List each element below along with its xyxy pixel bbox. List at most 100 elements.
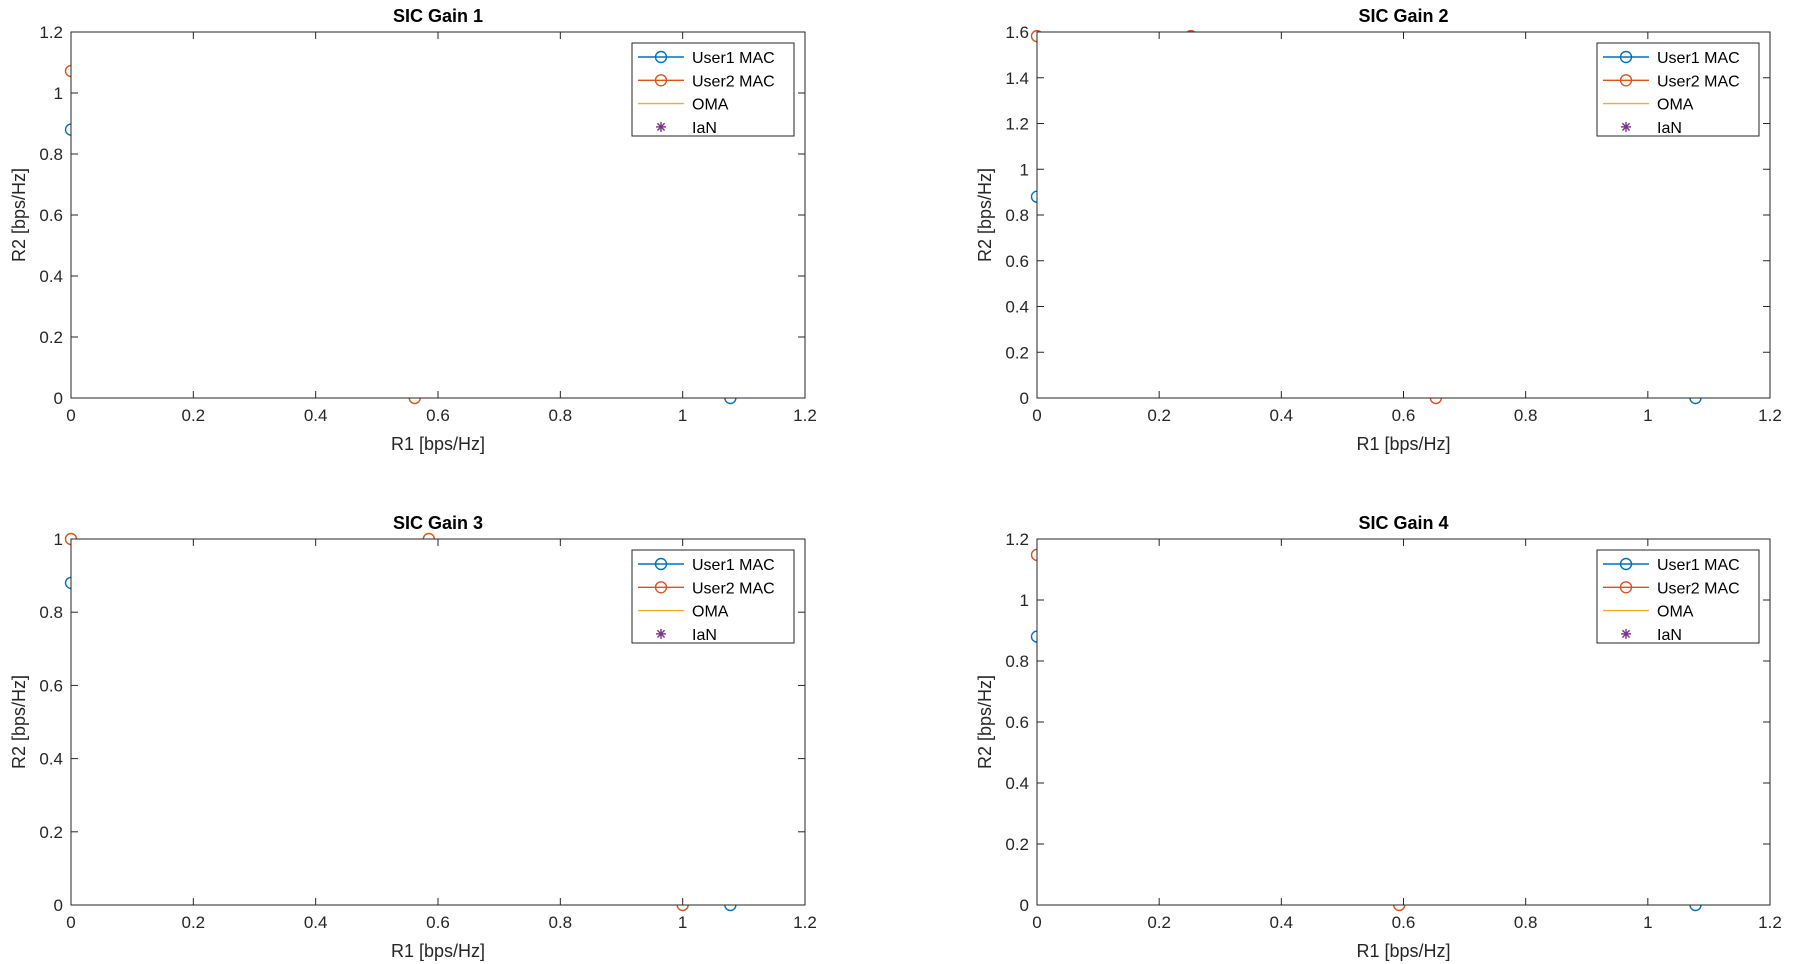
x-tick-label: 0.8: [549, 406, 573, 425]
y-tick-label: 0: [1020, 896, 1029, 915]
legend-key: [638, 581, 684, 594]
legend-box: [631, 42, 795, 137]
legend: User1 MAC User2 MAC OMA IaN: [631, 549, 795, 644]
legend-label: User1 MAC: [1657, 557, 1740, 574]
legend-label: IaN: [1657, 120, 1682, 137]
y-tick-label: 0: [54, 896, 63, 915]
legend-box: [631, 549, 795, 644]
legend-label: User1 MAC: [1657, 50, 1740, 67]
legend-key: [1603, 581, 1649, 594]
y-tick-label: 1.4: [1005, 69, 1029, 88]
x-tick-label: 0.2: [1147, 913, 1171, 932]
legend-key: [638, 50, 684, 64]
y-tick-label: 0.6: [39, 676, 63, 695]
y-tick-label: 0.2: [39, 823, 63, 842]
legend: User1 MAC User2 MAC OMA IaN: [1596, 42, 1760, 137]
chart-2: 0 0.2 0.4 0.6 0.8 1 1.2 0 0.2 0.4 0.6 0.8 1 1.2 1.4 1.6…: [975, 6, 1782, 454]
y-tick-label: 0.8: [1005, 652, 1029, 671]
x-axis-label: R1 [bps/Hz]: [1356, 434, 1450, 454]
legend-box: [1596, 549, 1760, 644]
y-tick-label: 0.6: [1005, 713, 1029, 732]
y-tick-label: 0: [1020, 389, 1029, 408]
legend-label: OMA: [692, 604, 729, 621]
y-tick-label: 1.2: [39, 23, 63, 42]
y-tick-label: 0.8: [39, 145, 63, 164]
x-tick-label: 0.4: [1270, 406, 1294, 425]
legend-label: OMA: [1657, 97, 1694, 114]
x-tick-label: 1: [678, 913, 687, 932]
y-axis-label: R2 [bps/Hz]: [975, 168, 995, 262]
x-tick-label: 0.6: [1392, 913, 1416, 932]
legend-label: IaN: [1657, 627, 1682, 644]
x-tick-label: 0.4: [304, 913, 328, 932]
legend-label: OMA: [1657, 604, 1694, 621]
x-tick-label: 0.2: [182, 406, 206, 425]
x-tick-label: 1.2: [1758, 913, 1782, 932]
chart-title: SIC Gain 2: [1358, 6, 1448, 26]
x-tick-label: 0.2: [182, 913, 206, 932]
x-tick-label: 0.8: [1514, 406, 1538, 425]
x-axis-label: R1 [bps/Hz]: [1356, 941, 1450, 961]
y-tick-label: 0.4: [1005, 774, 1029, 793]
legend-label: OMA: [692, 97, 729, 114]
x-tick-label: 0: [1032, 406, 1041, 425]
chart-3: 0 0.2 0.4 0.6 0.8 1 1.2 0 0.2 0.4 0.6 0.8 1 SIC Gain …: [9, 513, 817, 961]
y-axis-label: R2 [bps/Hz]: [9, 675, 29, 769]
y-tick-label: 1: [1020, 591, 1029, 610]
x-tick-label: 1: [1643, 406, 1652, 425]
x-tick-label: 0.2: [1147, 406, 1171, 425]
x-axis-label: R1 [bps/Hz]: [391, 941, 485, 961]
chart-1: 0 0.2 0.4 0.6 0.8 1 1.2 0 0.2 0.4 0.6 0.8 1 1.2 SIC Ga…: [9, 6, 817, 454]
x-tick-label: 0.6: [426, 913, 450, 932]
y-tick-label: 1.2: [1005, 115, 1029, 134]
legend-label: User1 MAC: [692, 50, 775, 67]
y-tick-label: 0.4: [39, 750, 63, 769]
y-tick-label: 0: [54, 389, 63, 408]
legend-key: [1621, 121, 1631, 132]
x-tick-label: 0.6: [426, 406, 450, 425]
x-tick-label: 0.6: [1392, 406, 1416, 425]
x-tick-label: 1: [678, 406, 687, 425]
legend-label: IaN: [692, 627, 717, 644]
y-tick-label: 0.4: [1005, 298, 1029, 317]
chart-title: SIC Gain 1: [393, 6, 483, 26]
y-tick-label: 0.2: [1005, 835, 1029, 854]
legend-key: [656, 628, 666, 639]
y-tick-label: 0.6: [39, 206, 63, 225]
y-tick-label: 0.2: [1005, 343, 1029, 362]
legend: User1 MAC User2 MAC OMA IaN: [1596, 549, 1760, 644]
legend-key: [638, 557, 684, 571]
legend-key: [1603, 74, 1649, 87]
legend-label: User2 MAC: [1657, 73, 1740, 90]
x-tick-label: 0: [66, 913, 75, 932]
y-axis-label: R2 [bps/Hz]: [9, 168, 29, 262]
y-tick-label: 1.2: [1005, 530, 1029, 549]
legend-label: IaN: [692, 120, 717, 137]
legend-key: [638, 74, 684, 87]
legend-label: User2 MAC: [692, 73, 775, 90]
y-tick-label: 1: [1020, 160, 1029, 179]
chart-title: SIC Gain 3: [393, 513, 483, 533]
y-tick-label: 1: [54, 530, 63, 549]
x-tick-label: 0: [1032, 913, 1041, 932]
x-tick-label: 0.4: [304, 406, 328, 425]
x-tick-label: 1.2: [793, 406, 817, 425]
legend-label: User2 MAC: [692, 580, 775, 597]
y-tick-label: 0.4: [39, 267, 63, 286]
y-tick-label: 0.8: [39, 603, 63, 622]
x-tick-label: 0.8: [549, 913, 573, 932]
chart-title: SIC Gain 4: [1358, 513, 1448, 533]
y-axis-label: R2 [bps/Hz]: [975, 675, 995, 769]
y-tick-label: 1.6: [1005, 23, 1029, 42]
y-tick-label: 0.6: [1005, 252, 1029, 271]
legend-key: [1621, 628, 1631, 639]
legend-key: [1603, 557, 1649, 571]
y-tick-label: 0.8: [1005, 206, 1029, 225]
legend-label: User2 MAC: [1657, 580, 1740, 597]
chart-4: 0 0.2 0.4 0.6 0.8 1 1.2 0 0.2 0.4 0.6 0.8 1 1.2 SIC Ga…: [975, 513, 1782, 961]
x-tick-label: 1.2: [793, 913, 817, 932]
x-axis-label: R1 [bps/Hz]: [391, 434, 485, 454]
x-tick-label: 0: [66, 406, 75, 425]
legend-label: User1 MAC: [692, 557, 775, 574]
